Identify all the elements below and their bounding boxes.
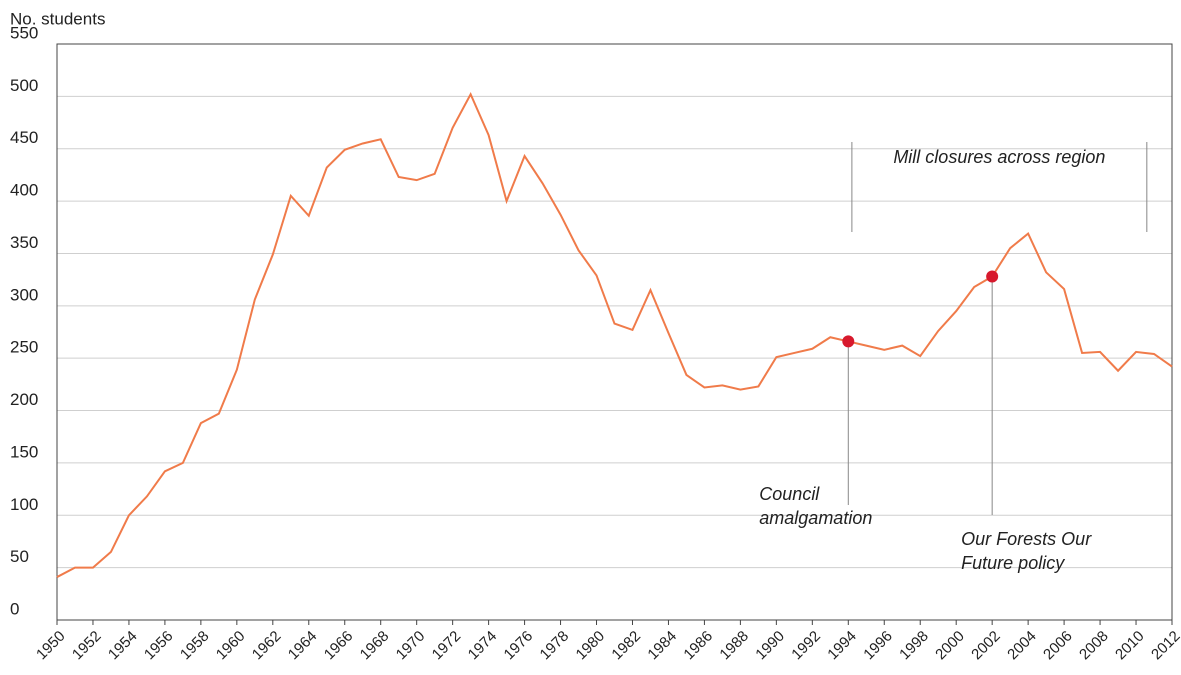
x-tick-label: 2010 [1112, 628, 1148, 664]
y-tick-label: 50 [10, 547, 29, 566]
highlight-point [842, 335, 855, 348]
data-line [56, 91, 1173, 578]
x-tick-label: 1952 [69, 628, 105, 664]
x-tick-label: 1980 [573, 628, 609, 664]
x-tick-label: 1950 [33, 628, 69, 664]
x-tick-label: 2012 [1148, 628, 1181, 664]
x-tick-label: 2008 [1076, 628, 1112, 664]
y-tick-label: 200 [10, 390, 38, 409]
y-tick-label: 0 [10, 599, 19, 618]
x-tick-label: 1976 [501, 628, 537, 664]
plot-frame [56, 43, 1173, 621]
x-tick-label: 1974 [465, 628, 501, 664]
x-tick-label: 1964 [285, 628, 321, 664]
annotation: Council [759, 484, 820, 504]
x-tick-label: 1992 [788, 628, 824, 664]
x-tick-label: 1994 [824, 628, 860, 664]
x-tick-label: 1966 [321, 628, 357, 664]
y-tick-label: 400 [10, 181, 38, 200]
x-tick-label: 2002 [968, 628, 1004, 664]
x-tick-label: 1990 [752, 628, 788, 664]
annotation: Our Forests Our [961, 529, 1092, 549]
annotation: Future policy [961, 553, 1065, 573]
x-tick-label: 1988 [716, 628, 752, 664]
y-tick-label: 100 [10, 495, 38, 514]
y-tick-label: 550 [10, 23, 38, 42]
x-tick-label: 1968 [357, 628, 393, 664]
x-tick-label: 1958 [177, 628, 213, 664]
x-tick-label: 2004 [1004, 628, 1040, 664]
x-tick-label: 1960 [213, 628, 249, 664]
x-tick-label: 1986 [680, 628, 716, 664]
x-tick-label: 1970 [393, 628, 429, 664]
annotation: amalgamation [759, 508, 872, 528]
x-tick-label: 1978 [537, 628, 573, 664]
y-tick-label: 350 [10, 233, 38, 252]
y-tick-label: 300 [10, 285, 38, 304]
x-tick-label: 2006 [1040, 628, 1076, 664]
x-tick-label: 1996 [860, 628, 896, 664]
x-tick-label: 1954 [105, 628, 141, 664]
x-tick-label: 1982 [608, 628, 644, 664]
y-tick-label: 150 [10, 442, 38, 461]
x-tick-label: 1984 [644, 628, 680, 664]
x-tick-label: 1956 [141, 628, 177, 664]
x-tick-label: 2000 [932, 628, 968, 664]
x-tick-label: 1962 [249, 628, 285, 664]
x-tick-label: 1998 [896, 628, 932, 664]
y-tick-label: 250 [10, 338, 38, 357]
annotation: Mill closures across region [893, 147, 1105, 167]
x-tick-label: 1972 [429, 628, 465, 664]
y-tick-label: 450 [10, 128, 38, 147]
y-axis-title: No. students [10, 9, 105, 28]
highlight-point [986, 270, 999, 283]
y-tick-label: 500 [10, 76, 38, 95]
